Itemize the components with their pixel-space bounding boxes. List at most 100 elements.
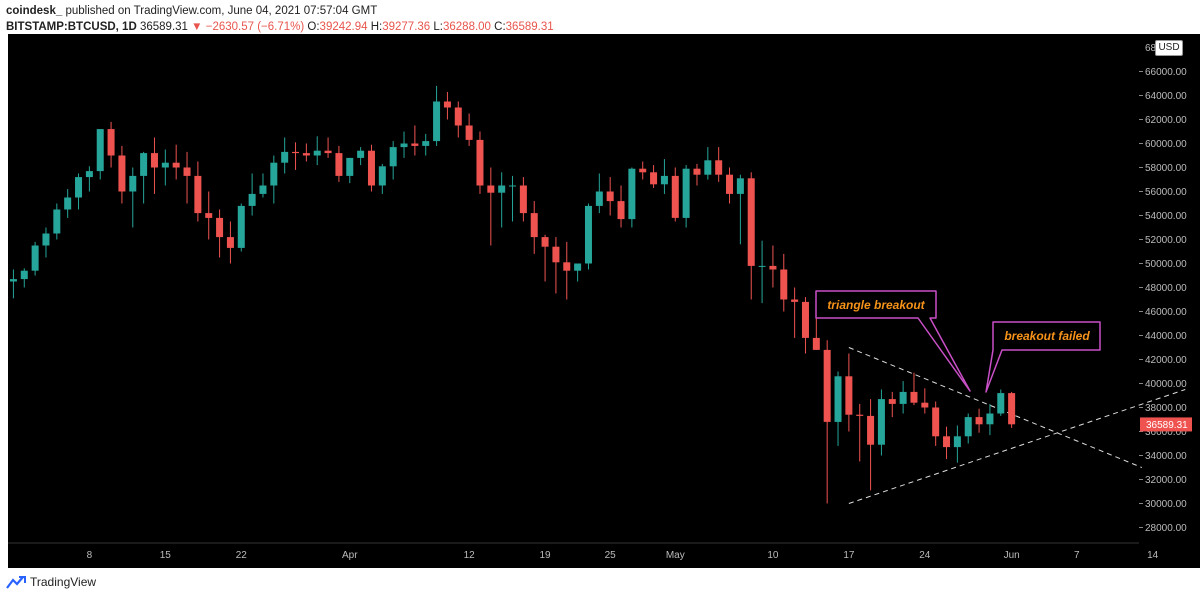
time-axis[interactable]: 8 15 22 Apr 12 19 25 May 10 17 24 Jun 7 14 [8,542,1159,561]
candle-body [292,151,300,154]
candle-body [932,407,940,437]
price-axis[interactable]: 28000.00 30000.00 32000.00 34000.00 36000.00… [1139,43,1192,534]
candle-body [834,376,842,422]
candle-body [552,246,560,263]
candle-body [910,391,918,403]
candle [715,147,723,182]
candle-body [704,160,712,175]
candle [932,401,940,446]
symbol-label[interactable]: BITSTAMP:BTCUSD, 1D [6,21,137,33]
candle [812,316,820,350]
candle [465,113,473,146]
candle [237,203,245,252]
candle [248,173,256,216]
candle-body [758,265,766,267]
tradingview-logo-icon[interactable] [6,575,26,589]
candle-body [107,129,115,156]
callout-label: breakout failed [1004,329,1090,343]
candle [682,165,690,228]
candle [64,189,72,218]
candle [1008,391,1016,428]
candle-body [986,413,994,425]
price-tick-label: 44000.00 [1145,331,1187,342]
candle [75,173,83,210]
candle [726,167,734,204]
candle-body [411,143,419,146]
candle-body [856,414,864,416]
candle-body [726,174,734,194]
candle-body [1008,393,1016,425]
candle [671,167,679,222]
candle-body [346,157,354,176]
time-tick-label: 7 [1074,550,1080,561]
annotation-triangle-breakout: triangle breakout [815,290,971,392]
ohlc-legend: BITSTAMP:BTCUSD, 1D 36589.31 ▼ −2630.57 … [6,20,1196,34]
candle-body [606,191,614,202]
candle-body [563,262,571,271]
candle-body [140,153,148,176]
chart-background[interactable] [8,34,1139,568]
candle [975,408,983,433]
tradingview-brand[interactable]: TradingView [30,575,97,589]
candle-body [509,185,517,187]
candle-body [357,150,365,158]
candle-body [476,139,484,186]
candle [498,172,506,228]
time-tick-label: Apr [342,550,358,561]
close-value: 36589.31 [505,21,554,33]
candle [31,241,39,276]
price-chart[interactable]: 28000.00 30000.00 32000.00 34000.00 36000.00… [0,34,1200,568]
time-tick-label: 25 [605,550,617,561]
candle-body [281,151,289,163]
price-tick-label: 34000.00 [1145,451,1187,462]
time-tick-label: 14 [1147,550,1159,561]
price-axis-background[interactable] [1139,34,1200,568]
candle [736,174,744,245]
candle [747,172,755,300]
price-tick-label: 40000.00 [1145,379,1187,390]
candle [595,173,603,214]
candle [639,161,647,180]
last-price: 36589.31 [139,21,188,33]
candle-body [400,143,408,148]
candle-body [194,175,202,214]
candle [378,163,386,194]
price-tick-label: 48000.00 [1145,283,1187,294]
callout-box [985,321,1101,393]
candle-body [42,233,50,246]
time-tick-label: 19 [540,550,552,561]
candle-body [216,217,224,238]
candle [606,177,614,216]
candle-body [617,201,625,220]
candle-body [715,160,723,175]
candle [205,191,213,240]
candle [324,137,332,158]
time-tick-label: 24 [919,550,931,561]
candle [997,389,1005,416]
candle [42,227,50,258]
price-tick-label: 68 [1145,43,1157,54]
published-text: published on TradingView.com, June 04, 2… [65,5,378,17]
candle [574,263,582,282]
publisher-name[interactable]: coindesk_ [6,5,63,17]
currency-badge[interactable]: USD [1155,40,1183,56]
price-tick-label: 58000.00 [1145,163,1187,174]
candle-body [465,125,473,140]
candle-body [150,153,158,168]
candle [964,413,972,444]
annotations: triangle breakout breakout failed [815,290,1101,393]
close-label: C: [494,21,506,33]
candle-body [422,141,430,146]
candle [281,137,289,174]
candle [650,165,658,188]
candle-body [867,415,875,445]
candle-body [943,436,951,448]
candle [183,151,191,204]
open-label: O: [307,21,320,33]
candle [910,372,918,406]
time-tick-label: 10 [767,550,779,561]
candle [259,173,267,198]
candle [411,125,419,156]
price-tick-label: 62000.00 [1145,115,1187,126]
candle [845,353,853,432]
